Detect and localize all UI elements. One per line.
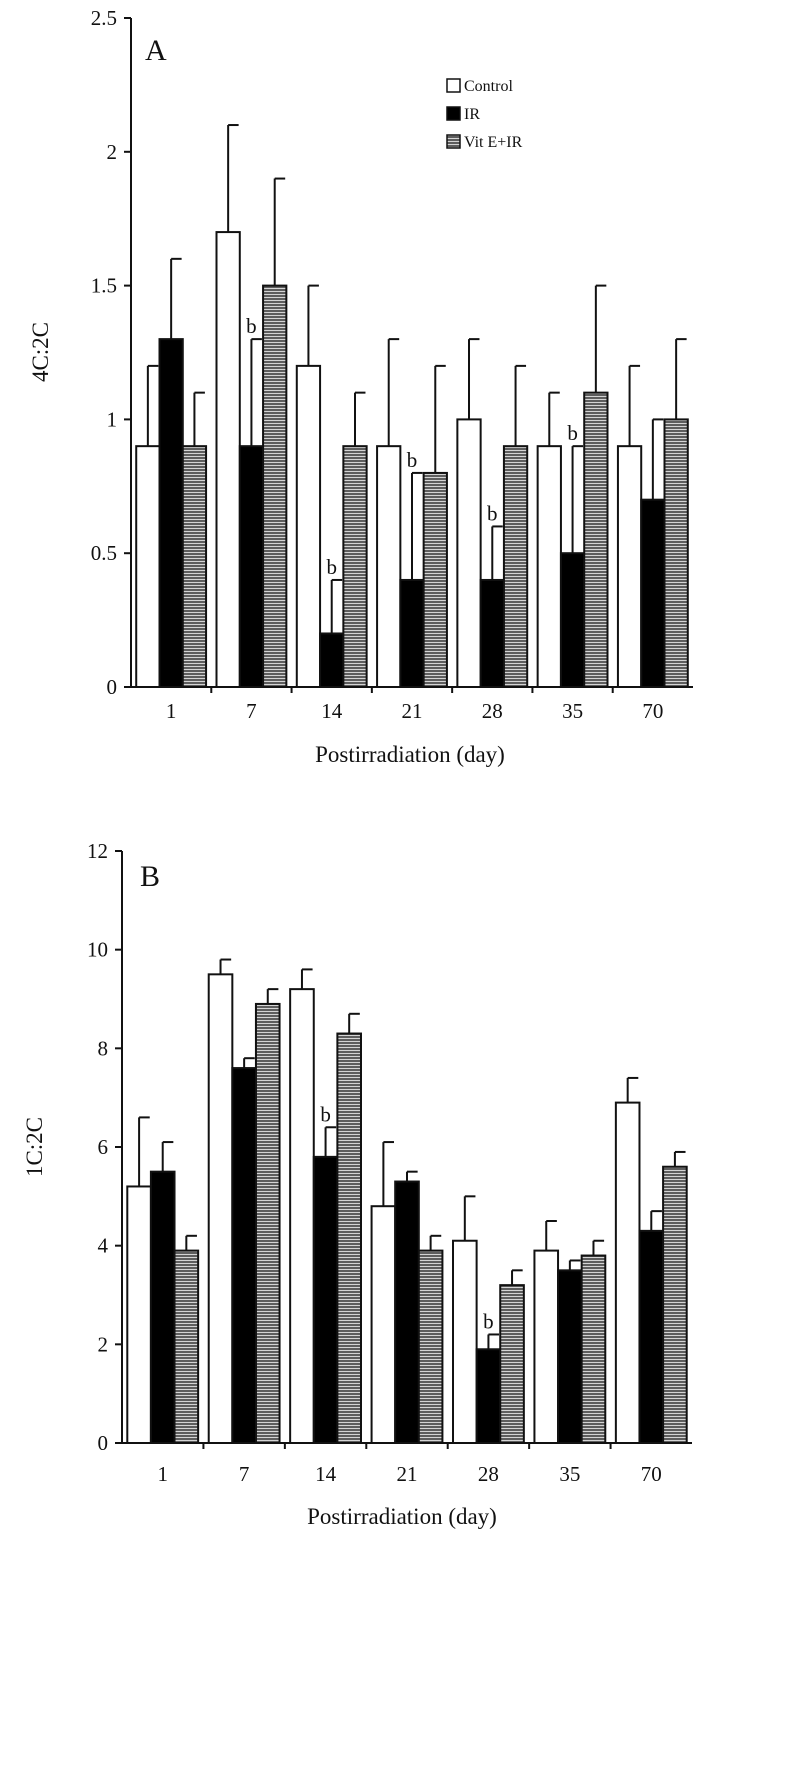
legend-label-vite: Vit E+IR xyxy=(464,134,523,151)
bar-control xyxy=(215,231,241,689)
legend-label-control: Control xyxy=(464,78,513,95)
bar-ir xyxy=(557,1269,583,1445)
bar-control xyxy=(616,445,643,688)
chart-panel-a: 0 0.5 1 1.5 2 2.5 1 7 14 21 28 35 70 b b b b b A Postirradi… xyxy=(28,6,693,767)
x-tick-label: 1 xyxy=(157,1462,168,1486)
y-tick-label: 0.5 xyxy=(91,541,117,565)
bar-ir xyxy=(312,1155,339,1445)
bar-vite xyxy=(262,284,288,688)
x-tick-label: 14 xyxy=(315,1462,337,1486)
y-tick-label: 2 xyxy=(107,140,118,164)
bar-control xyxy=(370,1205,397,1444)
y-tick-label: 2 xyxy=(98,1332,109,1356)
x-tick-label: 28 xyxy=(482,699,503,723)
bar-ir xyxy=(479,578,505,689)
y-tick-label: 12 xyxy=(87,839,108,863)
bar-control xyxy=(456,418,482,688)
bar-control xyxy=(614,1101,641,1444)
bar-control xyxy=(376,445,402,688)
bar-control xyxy=(126,1185,152,1444)
y-tick-label: 0 xyxy=(107,675,118,699)
x-tick-label: 14 xyxy=(321,699,343,723)
significance-label: b xyxy=(407,448,418,472)
bar-control xyxy=(289,988,315,1445)
bar-vite xyxy=(663,418,689,688)
legend-swatch-ir xyxy=(446,106,461,121)
bar-control xyxy=(452,1239,478,1444)
y-axis-title: 1C:2C xyxy=(22,1117,47,1177)
significance-label: b xyxy=(326,555,337,579)
bar-ir xyxy=(399,578,425,689)
significance-label: b xyxy=(567,421,578,445)
legend-swatch-vite xyxy=(446,134,461,149)
panel-label: A xyxy=(145,34,167,67)
bar-vite xyxy=(417,1249,444,1444)
bar-vite xyxy=(254,1002,281,1445)
bar-vite xyxy=(580,1254,607,1444)
legend-swatch-control xyxy=(446,78,461,93)
x-tick-label: 7 xyxy=(239,1462,250,1486)
bar-control xyxy=(207,973,234,1444)
significance-label: b xyxy=(483,1309,494,1333)
bar-ir xyxy=(394,1180,420,1444)
bar-vite xyxy=(662,1165,688,1444)
y-tick-label: 6 xyxy=(98,1135,109,1159)
panel-label: B xyxy=(140,860,160,893)
x-tick-label: 35 xyxy=(562,699,583,723)
bar-control xyxy=(536,445,562,688)
x-axis-title: Postirradiation (day) xyxy=(307,1504,497,1529)
bar-vite xyxy=(502,445,529,688)
x-tick-label: 35 xyxy=(559,1462,580,1486)
y-tick-label: 8 xyxy=(98,1036,109,1060)
legend-label-ir: IR xyxy=(464,106,480,123)
bar-ir xyxy=(238,445,265,688)
bar-ir xyxy=(149,1170,176,1444)
y-tick-label: 10 xyxy=(87,938,108,962)
bar-vite xyxy=(336,1032,362,1444)
y-tick-label: 1.5 xyxy=(91,274,117,298)
x-tick-label: 70 xyxy=(642,699,663,723)
significance-label: b xyxy=(487,501,498,525)
bar-vite xyxy=(173,1249,200,1444)
chart-panel-b: 0 2 4 6 8 10 12 1 7 14 21 28 35 70 b b B Postirradiation … xyxy=(22,839,692,1529)
bar-control xyxy=(295,364,322,688)
bar-ir xyxy=(475,1348,502,1445)
bar-control xyxy=(533,1249,560,1444)
x-tick-label: 70 xyxy=(641,1462,662,1486)
y-axis-title: 4C:2C xyxy=(28,322,53,382)
bar-control xyxy=(135,445,161,688)
significance-label: b xyxy=(320,1102,331,1126)
bar-ir xyxy=(231,1067,257,1444)
x-tick-label: 28 xyxy=(478,1462,499,1486)
y-tick-label: 2.5 xyxy=(91,6,117,30)
significance-label: b xyxy=(246,314,257,338)
x-tick-label: 21 xyxy=(397,1462,418,1486)
bar-ir xyxy=(319,632,345,688)
bar-ir xyxy=(559,552,586,689)
bar-vite xyxy=(583,391,609,688)
y-tick-label: 1 xyxy=(107,407,118,431)
bar-vite xyxy=(422,471,448,689)
y-tick-label: 0 xyxy=(98,1431,109,1455)
bar-vite xyxy=(342,445,368,688)
x-tick-label: 21 xyxy=(402,699,423,723)
y-tick-label: 4 xyxy=(98,1234,109,1258)
bar-ir xyxy=(640,498,666,688)
x-tick-label: 1 xyxy=(166,699,177,723)
bar-ir xyxy=(158,338,184,688)
x-axis-title: Postirradiation (day) xyxy=(315,742,505,767)
x-tick-label: 7 xyxy=(246,699,257,723)
bar-vite xyxy=(181,445,208,688)
legend: Control IR Vit E+IR xyxy=(446,78,523,151)
bar-ir xyxy=(638,1229,665,1445)
bar-vite xyxy=(499,1284,525,1444)
